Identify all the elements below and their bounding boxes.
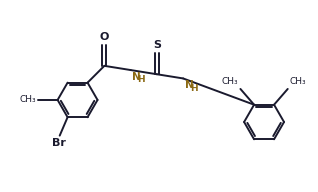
Text: H: H	[190, 84, 197, 93]
Text: Br: Br	[52, 138, 66, 148]
Text: S: S	[153, 40, 161, 50]
Text: O: O	[100, 32, 109, 42]
Text: N: N	[132, 72, 141, 82]
Text: N: N	[185, 80, 193, 90]
Text: H: H	[137, 75, 145, 84]
Text: CH₃: CH₃	[222, 77, 238, 86]
Text: CH₃: CH₃	[20, 95, 37, 104]
Text: CH₃: CH₃	[290, 77, 307, 86]
